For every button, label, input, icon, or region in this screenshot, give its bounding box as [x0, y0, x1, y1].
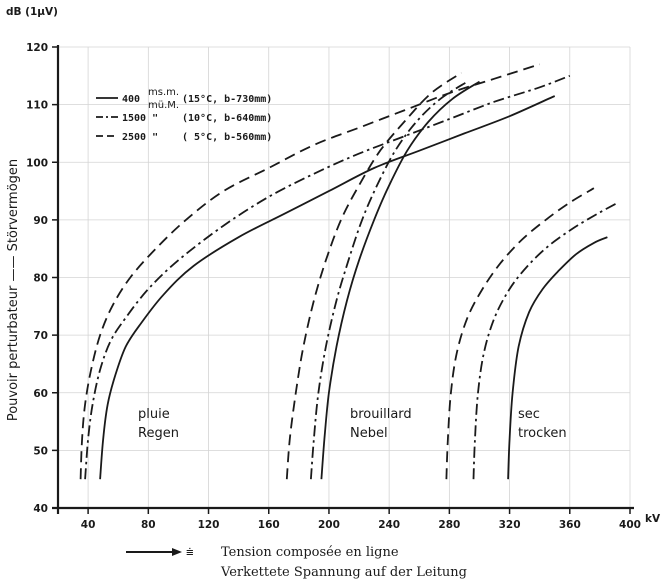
group-label-sec-de: trocken	[518, 426, 567, 441]
x-tick-labels: 40 80 120 160 200 240 280 320 360 400	[81, 508, 641, 531]
legend: ms.m. mü.M. 400 (15°C, b-730mm) 1500 " (10°…	[96, 87, 272, 143]
legend-condition-1: (10°C, b-640mm)	[182, 113, 272, 124]
series-pluie-dashdot	[84, 74, 571, 480]
y-tick-label-40: 40	[33, 503, 48, 515]
y-tick-label-80: 80	[33, 273, 48, 285]
series-pluie-solid	[99, 95, 556, 480]
legend-unit-fr: ms.m.	[148, 87, 179, 98]
series-sec-dashdot	[472, 201, 619, 480]
y-tick-label-120: 120	[26, 42, 48, 54]
x-tick-label-200: 200	[318, 519, 340, 531]
group-label-pluie-fr: pluie	[138, 407, 170, 422]
x-tick-label-40: 40	[81, 519, 96, 531]
group-label-pluie-de: Regen	[138, 426, 179, 441]
y-unit-label: dB (1μV)	[6, 6, 58, 18]
y-tick-labels: 40 50 60 70 80 90 100 110 120	[26, 42, 58, 515]
series-brouillard-dashdot	[310, 80, 468, 480]
legend-altitude-2: 2500 "	[122, 132, 158, 143]
legend-condition-0: (15°C, b-730mm)	[182, 94, 272, 105]
x-axis-label-prefix: ⩧	[186, 545, 194, 560]
group-labels: pluie Regen brouillard Nebel sec trocken	[138, 407, 567, 441]
x-axis-label: ⩧ Tension composée en ligne Verkettete S…	[126, 545, 467, 580]
x-axis-arrowhead	[172, 548, 182, 556]
series-sec-dashed	[445, 187, 595, 480]
x-tick-label-360: 360	[559, 519, 581, 531]
group-label-brouillard-fr: brouillard	[350, 407, 412, 422]
x-axis-label-de: Verkettete Spannung auf der Leitung	[220, 565, 467, 580]
legend-altitude-0: 400	[122, 94, 140, 105]
y-tick-label-90: 90	[33, 215, 48, 227]
legend-altitude-1: 1500 "	[122, 113, 158, 124]
x-tick-label-400: 400	[619, 519, 641, 531]
legend-condition-2: ( 5°C, b-560mm)	[182, 132, 272, 143]
x-unit-label: kV	[645, 513, 661, 525]
y-tick-label-60: 60	[33, 388, 48, 400]
y-axis-label: Pouvoir perturbateur —— Störvermögen	[6, 159, 21, 421]
y-tick-label-70: 70	[33, 330, 48, 342]
y-tick-label-100: 100	[26, 157, 48, 169]
x-tick-label-160: 160	[258, 519, 280, 531]
x-tick-label-320: 320	[499, 519, 521, 531]
series-pluie-dashed	[79, 63, 540, 480]
x-tick-label-80: 80	[141, 519, 156, 531]
group-label-brouillard-de: Nebel	[350, 426, 388, 441]
group-label-sec-fr: sec	[518, 407, 540, 422]
x-tick-label-120: 120	[198, 519, 220, 531]
series-brouillard-dashed	[285, 72, 462, 480]
y-tick-label-50: 50	[33, 445, 48, 457]
series-curves	[79, 63, 619, 480]
y-tick-label-110: 110	[26, 100, 48, 112]
legend-unit-de: mü.M.	[148, 100, 179, 111]
series-sec-solid	[507, 236, 608, 480]
x-tick-label-240: 240	[378, 519, 400, 531]
x-tick-label-280: 280	[438, 519, 460, 531]
series-brouillard-solid	[320, 80, 480, 480]
x-axis-label-fr: Tension composée en ligne	[221, 545, 399, 560]
